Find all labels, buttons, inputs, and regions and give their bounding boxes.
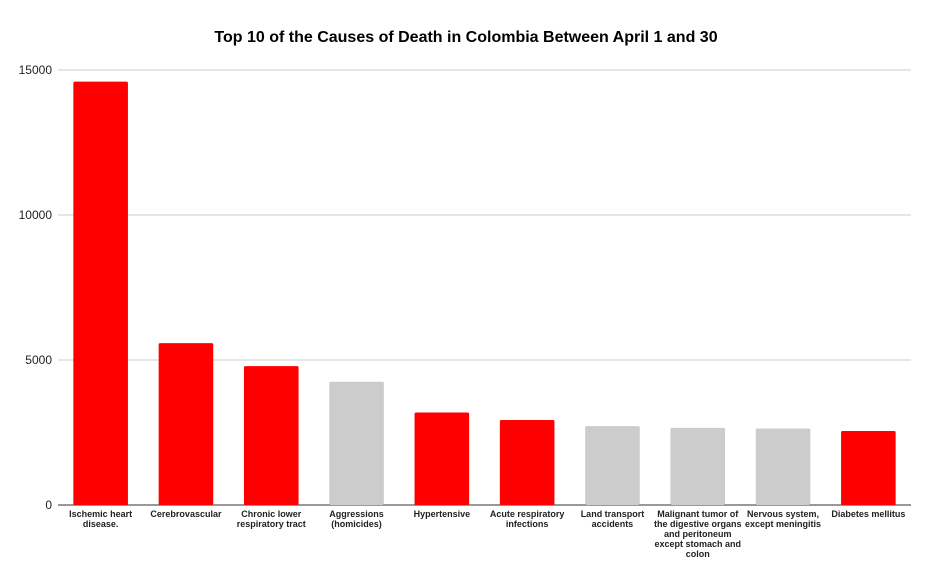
y-axis: 0 5000 10000 15000 xyxy=(19,63,53,512)
x-tick-label: Aggressions (homicides) xyxy=(329,509,384,529)
bar xyxy=(158,343,214,505)
y-tick-label: 15000 xyxy=(19,63,53,77)
bar xyxy=(499,420,555,505)
x-tick-label: Diabetes mellitus xyxy=(831,509,905,519)
x-tick-label: Nervous system, except meningitis xyxy=(745,509,821,529)
x-tick-label: Chronic lower respiratory tract xyxy=(237,509,306,529)
bar xyxy=(414,412,470,505)
x-tick-label: Hypertensive xyxy=(414,509,471,519)
y-tick-label: 10000 xyxy=(19,208,53,222)
bar xyxy=(585,426,640,505)
bars xyxy=(73,81,896,505)
x-tick-label: Land transport accidents xyxy=(581,509,645,529)
x-tick-label: Cerebrovascular xyxy=(150,509,222,519)
bar xyxy=(670,427,726,505)
x-axis: Ischemic heart disease. Cerebrovascular Chr… xyxy=(69,509,905,559)
bar xyxy=(73,81,128,505)
bar xyxy=(329,381,384,505)
bar xyxy=(243,366,299,505)
chart-title: Top 10 of the Causes of Death in Colombi… xyxy=(214,29,717,46)
x-tick-label: Malignant tumor of the digestive organs an… xyxy=(654,509,742,559)
x-tick-label: Acute respiratory infections xyxy=(490,509,565,529)
bar xyxy=(755,428,811,505)
bar xyxy=(841,431,896,505)
x-tick-label: Ischemic heart disease. xyxy=(69,509,132,529)
y-tick-label: 5000 xyxy=(25,353,52,367)
y-tick-label: 0 xyxy=(45,498,52,512)
